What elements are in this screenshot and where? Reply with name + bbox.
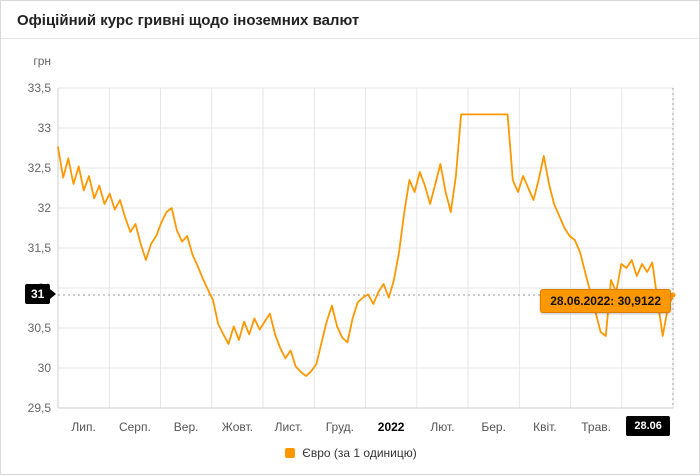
plot-svg[interactable]	[1, 40, 700, 476]
y-axis-unit-label: грн	[33, 54, 51, 68]
x-axis-tick: Лист.	[274, 420, 303, 434]
page-title: Офіційний курс гривні щодо іноземних вал…	[17, 12, 360, 29]
y-axis-tick: 30	[37, 361, 51, 375]
x-axis-tick: Квіт.	[533, 420, 557, 434]
tooltip: 28.06.2022: 30,9122	[540, 289, 671, 314]
y-axis-tick: 29,5	[27, 401, 51, 415]
euro-series-line[interactable]	[57, 113, 674, 377]
y-axis-tick: 32,5	[27, 161, 51, 175]
y-axis-tick: 30,5	[27, 321, 51, 335]
x-axis-tick: Груд.	[325, 420, 355, 434]
crosshair-y-label: 31	[25, 284, 57, 305]
legend-label-euro: Євро (за 1 одиницю)	[302, 446, 417, 460]
y-axis-tick: 33,5	[27, 81, 51, 95]
chart-area[interactable]: грн 29,5 30 30,5 31 31,5 32 32,5 33 33,5 Лип. Сер…	[1, 40, 700, 476]
widget-header: Офіційний курс гривні щодо іноземних вал…	[1, 1, 699, 39]
x-axis-tick: Серп.	[118, 420, 151, 434]
legend[interactable]: Євро (за 1 одиницю)	[1, 446, 700, 460]
x-axis-tick: Жовт.	[221, 420, 253, 434]
x-axis-tick: 2022	[377, 420, 405, 434]
crosshair-x-label: 28.06	[626, 416, 670, 436]
x-axis-tick: Вер.	[173, 420, 199, 434]
x-axis-tick: Трав.	[581, 420, 611, 434]
last-point-marker[interactable]	[670, 292, 676, 298]
crosshair-arrow-icon	[50, 289, 57, 300]
x-axis-tick: Бер.	[481, 420, 506, 434]
crosshair-y-value: 31	[25, 284, 51, 305]
legend-marker-euro-icon	[285, 448, 296, 458]
y-axis-tick: 32	[37, 201, 51, 215]
y-axis-tick: 31,5	[27, 241, 51, 255]
x-axis-tick: Лип.	[71, 420, 96, 434]
y-axis-tick: 33	[37, 121, 51, 135]
x-axis-tick: Лют.	[430, 420, 455, 434]
